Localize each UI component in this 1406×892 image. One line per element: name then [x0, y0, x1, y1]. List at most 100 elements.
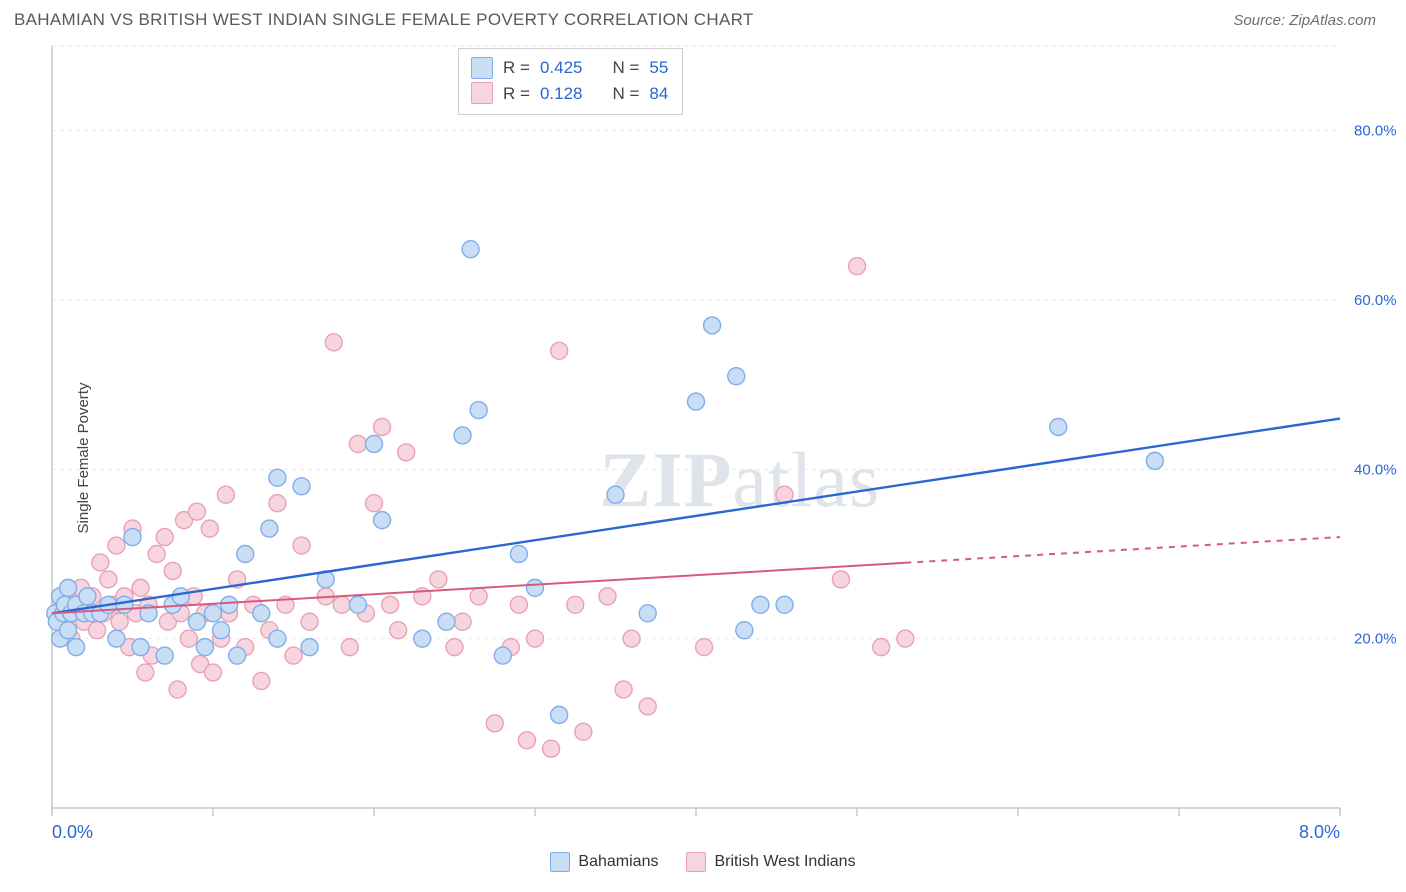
- legend-swatch-bwi: [686, 852, 706, 872]
- data-point-bwi: [382, 596, 399, 613]
- data-point-bahamians: [60, 622, 77, 639]
- data-point-bahamians: [205, 605, 222, 622]
- svg-text:8.0%: 8.0%: [1299, 822, 1340, 842]
- data-point-bwi: [301, 613, 318, 630]
- stats-r-value: 0.128: [540, 81, 583, 107]
- svg-text:60.0%: 60.0%: [1354, 292, 1397, 309]
- series-legend: Bahamians British West Indians: [0, 852, 1406, 872]
- data-point-bwi: [169, 681, 186, 698]
- data-point-bwi: [333, 596, 350, 613]
- correlation-stats-box: R = 0.425 N = 55 R = 0.128 N = 84: [458, 48, 683, 115]
- legend-swatch-bahamians: [550, 852, 570, 872]
- data-point-bwi: [366, 495, 383, 512]
- data-point-bahamians: [736, 622, 753, 639]
- stats-r-value: 0.425: [540, 55, 583, 81]
- data-point-bwi: [599, 588, 616, 605]
- data-point-bwi: [180, 630, 197, 647]
- data-point-bwi: [897, 630, 914, 647]
- data-point-bwi: [623, 630, 640, 647]
- source-attribution: Source: ZipAtlas.com: [1233, 12, 1376, 29]
- data-point-bwi: [639, 698, 656, 715]
- data-point-bwi: [390, 622, 407, 639]
- data-point-bwi: [615, 681, 632, 698]
- data-point-bwi: [92, 554, 109, 571]
- data-point-bahamians: [188, 613, 205, 630]
- data-point-bahamians: [728, 368, 745, 385]
- chart-area: Single Female Poverty ZIPatlas 20.0%40.0…: [0, 38, 1406, 878]
- data-point-bwi: [510, 596, 527, 613]
- data-point-bahamians: [366, 435, 383, 452]
- stats-row-bahamians: R = 0.425 N = 55: [471, 55, 668, 81]
- data-point-bwi: [551, 342, 568, 359]
- data-point-bahamians: [438, 613, 455, 630]
- data-point-bahamians: [301, 639, 318, 656]
- data-point-bwi: [188, 503, 205, 520]
- stats-row-bwi: R = 0.128 N = 84: [471, 81, 668, 107]
- data-point-bahamians: [349, 596, 366, 613]
- data-point-bahamians: [374, 512, 391, 529]
- data-point-bahamians: [60, 579, 77, 596]
- data-point-bwi: [217, 486, 234, 503]
- data-point-bwi: [325, 334, 342, 351]
- stats-n-value: 84: [649, 81, 668, 107]
- data-point-bwi: [293, 537, 310, 554]
- data-point-bwi: [111, 613, 128, 630]
- trend-line-bahamians: [52, 419, 1340, 614]
- data-point-bwi: [832, 571, 849, 588]
- data-point-bwi: [873, 639, 890, 656]
- data-point-bwi: [470, 588, 487, 605]
- data-point-bahamians: [1146, 452, 1163, 469]
- stats-n-label: N =: [612, 55, 639, 81]
- data-point-bahamians: [108, 630, 125, 647]
- data-point-bahamians: [261, 520, 278, 537]
- scatter-plot: 20.0%40.0%60.0%80.0%0.0%8.0%: [0, 38, 1406, 878]
- source-link[interactable]: ZipAtlas.com: [1289, 12, 1376, 29]
- data-point-bahamians: [510, 546, 527, 563]
- data-point-bahamians: [752, 596, 769, 613]
- data-point-bwi: [132, 579, 149, 596]
- data-point-bwi: [205, 664, 222, 681]
- stats-swatch-bwi: [471, 82, 493, 104]
- data-point-bahamians: [132, 639, 149, 656]
- data-point-bahamians: [269, 469, 286, 486]
- data-point-bahamians: [293, 478, 310, 495]
- data-point-bahamians: [196, 639, 213, 656]
- trend-line-bwi-extrapolated: [905, 537, 1340, 563]
- data-point-bahamians: [688, 393, 705, 410]
- data-point-bwi: [486, 715, 503, 732]
- data-point-bahamians: [776, 596, 793, 613]
- legend-label-bwi: British West Indians: [714, 853, 855, 871]
- data-point-bwi: [543, 740, 560, 757]
- data-point-bahamians: [704, 317, 721, 334]
- data-point-bahamians: [414, 630, 431, 647]
- data-point-bwi: [285, 647, 302, 664]
- data-point-bahamians: [494, 647, 511, 664]
- stats-swatch-bahamians: [471, 57, 493, 79]
- data-point-bahamians: [116, 596, 133, 613]
- data-point-bwi: [374, 419, 391, 436]
- legend-item-bwi: British West Indians: [686, 852, 855, 872]
- data-point-bwi: [430, 571, 447, 588]
- data-point-bwi: [148, 546, 165, 563]
- svg-text:20.0%: 20.0%: [1354, 631, 1397, 648]
- data-point-bahamians: [639, 605, 656, 622]
- data-point-bahamians: [172, 588, 189, 605]
- data-point-bahamians: [462, 241, 479, 258]
- stats-n-value: 55: [649, 55, 668, 81]
- data-point-bwi: [253, 673, 270, 690]
- data-point-bwi: [137, 664, 154, 681]
- data-point-bahamians: [156, 647, 173, 664]
- data-point-bahamians: [229, 647, 246, 664]
- data-point-bwi: [575, 723, 592, 740]
- data-point-bwi: [100, 571, 117, 588]
- data-point-bwi: [89, 622, 106, 639]
- data-point-bahamians: [269, 630, 286, 647]
- data-point-bwi: [341, 639, 358, 656]
- data-point-bahamians: [527, 579, 544, 596]
- data-point-bwi: [164, 562, 181, 579]
- data-point-bwi: [454, 613, 471, 630]
- data-point-bwi: [518, 732, 535, 749]
- data-point-bahamians: [124, 529, 141, 546]
- data-point-bwi: [567, 596, 584, 613]
- svg-text:0.0%: 0.0%: [52, 822, 93, 842]
